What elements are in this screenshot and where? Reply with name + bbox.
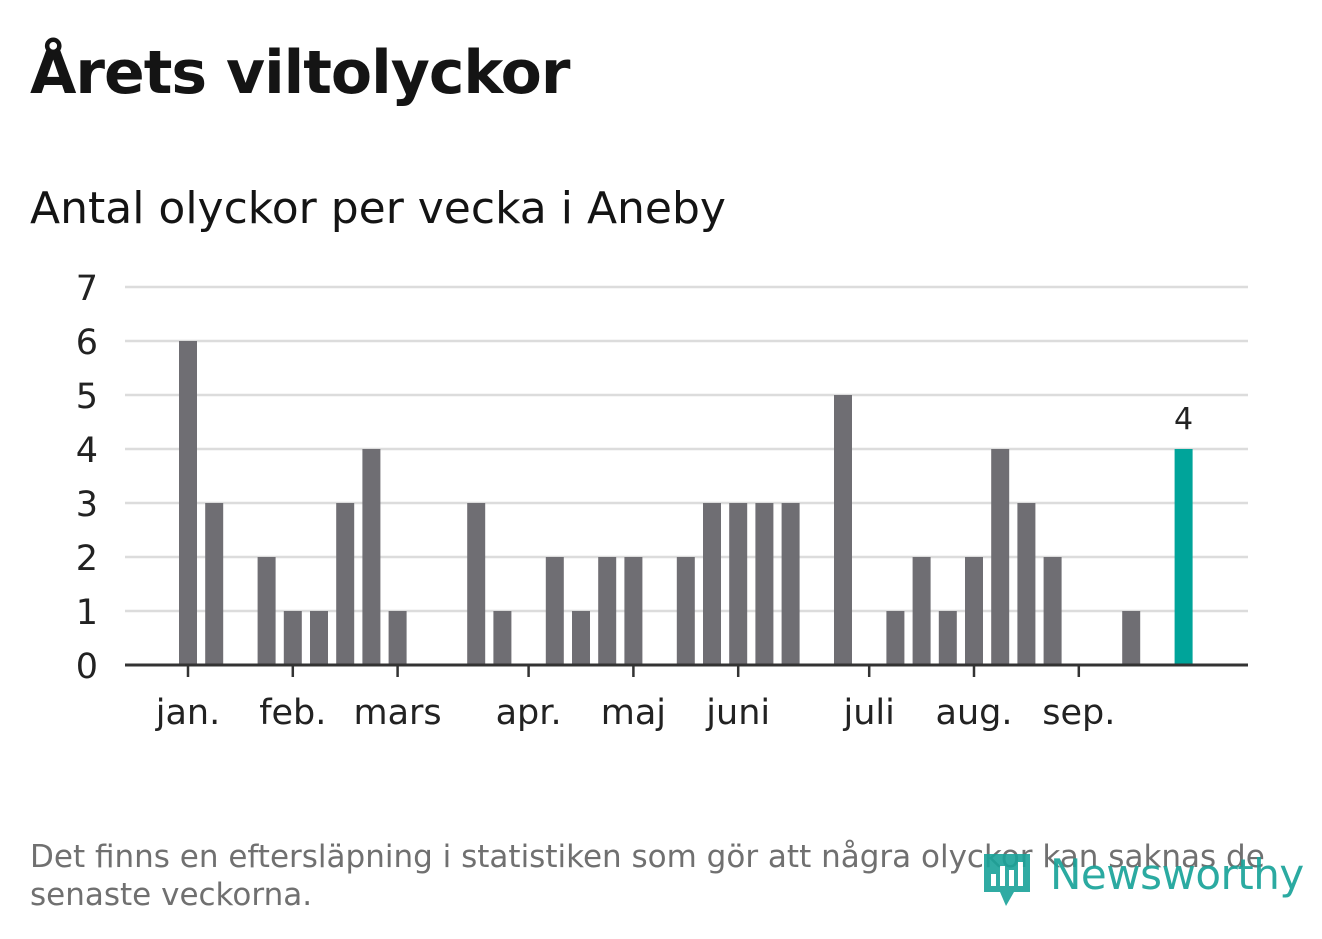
bar (467, 503, 486, 665)
x-tick-label: aug. (936, 693, 1013, 733)
bar (1017, 503, 1036, 665)
bar (362, 449, 381, 665)
bar (781, 503, 800, 665)
x-tick-label: feb. (259, 693, 326, 733)
x-tick-label: jan. (155, 693, 220, 733)
x-tick-label: mars (354, 693, 442, 733)
bar (676, 557, 695, 665)
x-tick-label: juni (705, 693, 770, 733)
y-tick-label: 0 (76, 647, 98, 687)
chart-subtitle: Antal olyckor per vecka i Aneby (30, 183, 726, 234)
x-tick-label: juli (843, 693, 895, 733)
bar (545, 557, 564, 665)
brand-name: Newsworthy (1050, 850, 1304, 899)
y-tick-label: 7 (76, 269, 98, 309)
bar-chart-pin-icon (984, 854, 1030, 906)
bar (1043, 557, 1062, 665)
bar (598, 557, 617, 665)
bar-highlight (1174, 449, 1193, 665)
x-tick-label: apr. (496, 693, 562, 733)
bar (310, 611, 328, 665)
chart-title: Årets viltolyckor (30, 38, 570, 108)
bar (257, 557, 276, 665)
bar (1122, 611, 1141, 665)
bar (834, 395, 852, 665)
bar (283, 611, 302, 665)
bar (703, 503, 721, 665)
bar (991, 449, 1010, 665)
y-tick-label: 1 (76, 593, 98, 633)
bar (729, 503, 748, 665)
bar (179, 341, 197, 665)
bar (572, 611, 590, 665)
bar (336, 503, 355, 665)
bar (965, 557, 983, 665)
bar (205, 503, 224, 665)
brand-logo: Newsworthy (980, 850, 1304, 910)
y-tick-label: 3 (76, 485, 98, 525)
bar (624, 557, 643, 665)
bar-value-label: 4 (1174, 402, 1193, 437)
y-tick-label: 2 (76, 539, 98, 579)
bar (493, 611, 512, 665)
y-tick-label: 4 (76, 431, 98, 471)
y-tick-label: 5 (76, 377, 98, 417)
bar (388, 611, 407, 665)
bar-chart: 0 1 2 3 4 5 6 7 4 jan. feb. mars apr. maj juni juli aug.… (76, 269, 1248, 733)
bar (755, 503, 774, 665)
footnote: Det finns en eftersläpning i statistiken… (30, 839, 1265, 913)
bar (912, 557, 931, 665)
bar (886, 611, 905, 665)
x-tick-label: sep. (1042, 693, 1115, 733)
x-tick-label: maj (601, 693, 666, 733)
y-tick-label: 6 (76, 323, 98, 363)
bar (938, 611, 957, 665)
